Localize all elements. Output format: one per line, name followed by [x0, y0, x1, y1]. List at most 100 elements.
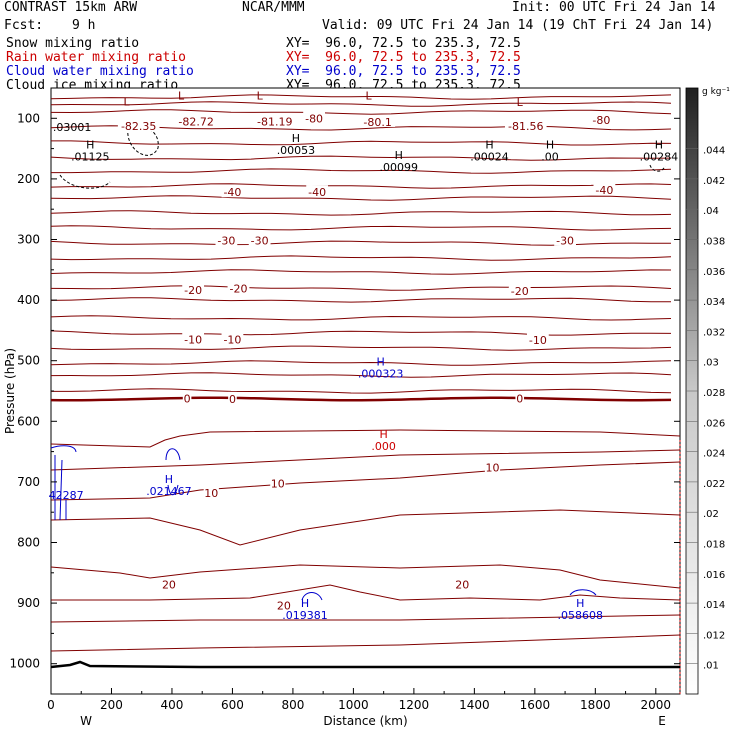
isotherm-line: [50, 360, 672, 366]
contour-label: -20: [230, 283, 248, 296]
extremum-marker: L: [178, 89, 185, 102]
isotherm-line: [50, 330, 672, 336]
colorbar-tick-label: .018: [703, 540, 725, 551]
plot-frame: [50, 87, 681, 695]
x-tick-label: 1800: [580, 698, 611, 712]
extremum-marker: H: [576, 597, 584, 610]
contour-label: 10: [204, 487, 218, 500]
contour-label: -30: [251, 235, 269, 248]
valid-time: Valid: 09 UTC Fri 24 Jan 14 (19 ChT Fri …: [322, 18, 714, 33]
contour-label: -10: [529, 334, 547, 347]
y-tick-label: 300: [17, 233, 40, 247]
contour-label-bg: [227, 281, 250, 294]
x-tick-label: 2000: [641, 698, 672, 712]
contour-label: -40: [308, 186, 326, 199]
colorbar-tick-label: .036: [703, 267, 725, 278]
isotherm-line: [50, 564, 681, 589]
contour-label: -82.35: [121, 120, 156, 133]
contour-label-bg: [215, 233, 238, 246]
contour-label-bg: [161, 577, 177, 590]
isotherm-line: [50, 109, 672, 115]
colorbar-tick-label: .024: [703, 449, 725, 460]
extremum-value: .021467: [146, 485, 192, 498]
field-snow-name: Snow mixing ratio: [6, 36, 140, 51]
extremum-marker: H: [380, 428, 388, 441]
contour-label-bg: [203, 485, 219, 498]
cloudwater-contour: [50, 445, 77, 453]
cloudwater-contour: [301, 592, 323, 601]
contour-label: 0: [516, 392, 523, 405]
y-tick-label: 100: [17, 111, 40, 125]
contour-label: 20: [455, 578, 469, 591]
colorbar-tick-label: .022: [703, 479, 725, 490]
x-axis-label: Distance (km): [323, 714, 407, 728]
contour-label: -82.72: [178, 115, 213, 128]
title-center: NCAR/MMM: [242, 0, 305, 15]
isotherm-line: [51, 584, 681, 601]
isotherm-line: [50, 509, 681, 546]
x-tick-label: 200: [100, 698, 123, 712]
contour-label-bg: [175, 114, 217, 127]
contour-label: -80: [592, 114, 610, 127]
extremum-marker: H: [546, 138, 554, 151]
isotherm-line: [50, 614, 681, 623]
init-time: Init: 00 UTC Fri 24 Jan 14: [512, 0, 716, 15]
isotherm-line: [50, 255, 672, 261]
extremum-value: .01125: [71, 150, 110, 163]
colorbar-tick-label: .028: [703, 388, 725, 399]
contour-label-bg: [360, 114, 396, 127]
cloudwater-contour: [165, 448, 181, 461]
extremum-marker: L: [257, 89, 264, 102]
extremum-marker: H: [86, 138, 94, 151]
isotherm-line: [50, 297, 672, 303]
extremum-value: .00: [541, 150, 559, 163]
snow-contour: [127, 127, 159, 156]
contour-label-bg: [276, 598, 292, 611]
field-cloudwater-xy: XY= 96.0, 72.5 to 235.3, 72.5: [286, 64, 521, 79]
contour-label-bg: [303, 111, 325, 124]
contour-label-bg: [454, 577, 470, 590]
east-label: E: [658, 714, 666, 728]
colorbar-tick-label: .016: [703, 570, 725, 581]
colorbar-tick-label: .038: [703, 237, 725, 248]
y-tick-label: 400: [17, 293, 40, 307]
contour-label: -10: [184, 333, 202, 346]
extremum-marker: H: [395, 149, 403, 162]
contour-label: 20: [277, 600, 291, 613]
contour-label-bg: [248, 233, 271, 246]
extremum-marker: H: [292, 132, 300, 145]
extremum-value: .00284: [640, 150, 679, 163]
isotherm-line: [50, 210, 672, 216]
contour-label: -81.19: [257, 115, 292, 128]
isotherm-line: [50, 155, 672, 161]
extremum-value: .00099: [380, 161, 419, 174]
contour-label-bg: [484, 460, 501, 473]
isotherm-line: [50, 183, 672, 189]
contour-label-bg: [182, 282, 205, 295]
colorbar-unit: g kg⁻¹: [702, 87, 730, 97]
colorbar-tick-label: .012: [703, 630, 725, 641]
contour-label-bg: [526, 333, 549, 346]
contour-label: -10: [223, 333, 241, 346]
contour-label-bg: [221, 332, 244, 345]
contour-label-bg: [515, 391, 525, 404]
extremum-marker: H: [376, 355, 384, 368]
x-tick-label: 1000: [338, 698, 369, 712]
y-tick-label: 700: [17, 475, 40, 489]
isotherm-line: [50, 449, 681, 471]
isotherm-line: [51, 140, 672, 146]
y-tick-label: 800: [17, 536, 40, 550]
extremum-marker: L: [517, 96, 524, 109]
y-tick-label: 500: [17, 354, 40, 368]
contour-label-bg: [182, 332, 205, 345]
surface-line: [50, 660, 680, 669]
contour-label-bg: [270, 476, 286, 489]
contour-label-bg: [306, 185, 329, 198]
isotherm-line: [50, 461, 681, 501]
freezing-line: [50, 396, 672, 402]
contour-label: -81.56: [508, 120, 543, 133]
contour-label-bg: [508, 284, 531, 297]
contour-label: 10: [271, 478, 285, 491]
contour-label-bg: [182, 391, 192, 404]
contour-label: -40: [223, 186, 241, 199]
